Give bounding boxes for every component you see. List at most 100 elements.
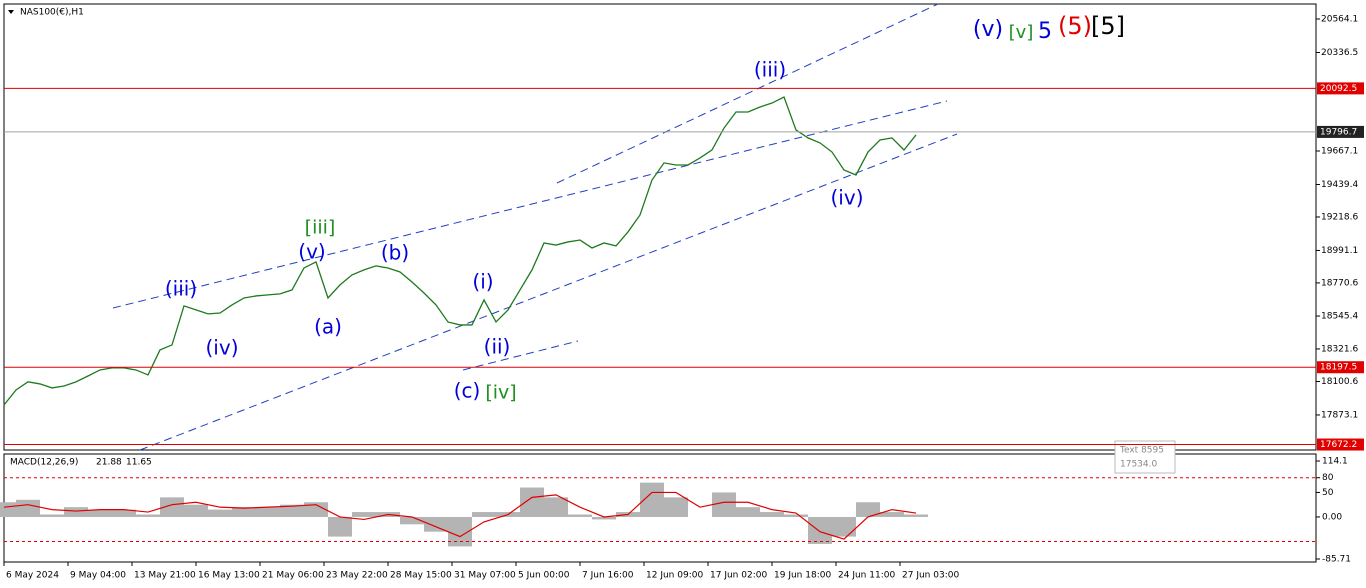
- macd-title: MACD(12,26,9): [10, 458, 78, 468]
- y-tick-label: 19218.6: [1321, 212, 1358, 222]
- y-tick-label: -85.71: [1322, 555, 1351, 565]
- macd-bar: [328, 516, 352, 537]
- y-tick-label: 19439.4: [1321, 180, 1358, 190]
- macd-reading: 21.88: [96, 458, 122, 468]
- level-label-box: [1317, 82, 1364, 95]
- macd-bar: [0, 502, 16, 517]
- channel-line: [112, 100, 948, 309]
- x-tick-label: 6 May 2024: [6, 571, 59, 581]
- wave-label: (v): [298, 240, 325, 264]
- macd-bar: [472, 512, 496, 517]
- price-line: [3, 96, 917, 406]
- x-tick-label: 9 May 04:00: [70, 571, 126, 581]
- signal-line: [3, 491, 917, 540]
- tooltip-price: 17534.0: [1120, 460, 1157, 470]
- wave-label: (b): [381, 241, 409, 265]
- x-tick-label: 17 Jun 02:00: [710, 571, 767, 581]
- macd-bar: [352, 512, 376, 517]
- x-tick-label: 23 May 22:00: [326, 571, 388, 581]
- x-tick-label: 13 May 21:00: [134, 571, 196, 581]
- price-frame: [3, 3, 1317, 451]
- wave-label: [iii]: [305, 217, 336, 239]
- tooltip-title: Text 8595: [1119, 446, 1164, 456]
- macd-bar: [256, 507, 280, 517]
- title-arrow: [8, 10, 14, 14]
- x-tick-label: 5 Jun 00:00: [518, 571, 570, 581]
- current-price-box: [1317, 125, 1364, 138]
- y-tick-label: 18321.6: [1321, 344, 1358, 354]
- x-tick-label: 21 May 06:00: [262, 571, 324, 581]
- y-tick-label: 20336.5: [1321, 48, 1358, 58]
- macd-bar: [856, 502, 880, 517]
- wave-label: (v): [973, 17, 1003, 42]
- y-tick-label: 18770.6: [1321, 278, 1358, 288]
- x-tick-label: 7 Jun 16:00: [582, 571, 634, 581]
- y-tick-label: 50: [1322, 488, 1334, 498]
- macd-bar: [160, 497, 184, 517]
- level-label-box: [1317, 361, 1364, 374]
- wave-label: [v]: [1009, 22, 1034, 43]
- tooltip-box: [1114, 440, 1176, 474]
- macd-bar: [208, 509, 232, 517]
- macd-bar: [40, 514, 64, 517]
- wave-label: (i): [472, 270, 493, 294]
- y-tick-label: 114.1: [1322, 457, 1348, 467]
- channel-line: [462, 340, 579, 371]
- macd-bar: [112, 509, 136, 517]
- channel-line: [556, 3, 939, 184]
- wave-label: (c): [454, 379, 481, 403]
- macd-bar: [592, 516, 616, 520]
- macd-bar: [424, 516, 448, 532]
- macd-bar: [808, 516, 832, 544]
- macd-bar: [304, 502, 328, 517]
- wave-label: (iv): [206, 336, 239, 360]
- macd-bar: [184, 504, 208, 517]
- x-tick-label: 16 May 13:00: [198, 571, 260, 581]
- chart-title: NAS100(€),H1: [20, 8, 84, 18]
- x-tick-label: 19 Jun 18:00: [774, 571, 831, 581]
- y-tick-label: 19667.1: [1321, 146, 1358, 156]
- wave-label: [iv]: [485, 382, 516, 404]
- macd-bar: [136, 514, 160, 517]
- macd-bar: [712, 492, 736, 517]
- macd-bar: [760, 512, 784, 517]
- channel-line: [139, 133, 958, 451]
- macd-bar: [880, 512, 904, 517]
- macd-bar: [88, 509, 112, 517]
- macd-bar: [400, 516, 424, 525]
- y-tick-label: 18545.4: [1321, 312, 1358, 322]
- level-label: 18197.5: [1320, 363, 1357, 373]
- macd-reading: 11.65: [126, 458, 152, 468]
- current-price-label: 19796.7: [1320, 127, 1357, 137]
- macd-bar: [16, 499, 40, 517]
- wave-label: (5): [1058, 12, 1092, 40]
- macd-bar: [520, 487, 544, 517]
- x-tick-label: 24 Jun 11:00: [838, 571, 895, 581]
- x-tick-label: 12 Jun 09:00: [646, 571, 703, 581]
- x-tick-label: 28 May 15:00: [390, 571, 452, 581]
- wave-label: [5]: [1091, 12, 1125, 40]
- wave-label: 5: [1038, 19, 1052, 44]
- macd-bar: [832, 516, 856, 537]
- macd-bar: [232, 507, 256, 517]
- y-tick-label: 0.00: [1322, 512, 1342, 522]
- y-tick-label: 18100.6: [1321, 377, 1358, 387]
- y-tick-label: 80: [1322, 473, 1334, 483]
- y-tick-label: 20564.1: [1321, 14, 1358, 24]
- macd-bar: [736, 507, 760, 517]
- x-tick-label: 31 May 07:00: [454, 571, 516, 581]
- level-label-box: [1317, 438, 1364, 451]
- wave-label: (iii): [754, 58, 786, 82]
- wave-label: (iii): [165, 277, 197, 301]
- macd-bar: [64, 507, 88, 517]
- wave-label: (iv): [831, 186, 864, 210]
- channel-lines: [112, 3, 958, 451]
- y-tick-label: 18991.1: [1321, 246, 1358, 256]
- level-label: 17672.2: [1320, 440, 1357, 450]
- y-tick-label: 17873.1: [1321, 410, 1358, 420]
- x-tick-label: 27 Jun 03:00: [902, 571, 959, 581]
- macd-bar: [784, 514, 808, 517]
- macd-bar: [280, 504, 304, 517]
- macd-bar: [568, 514, 592, 517]
